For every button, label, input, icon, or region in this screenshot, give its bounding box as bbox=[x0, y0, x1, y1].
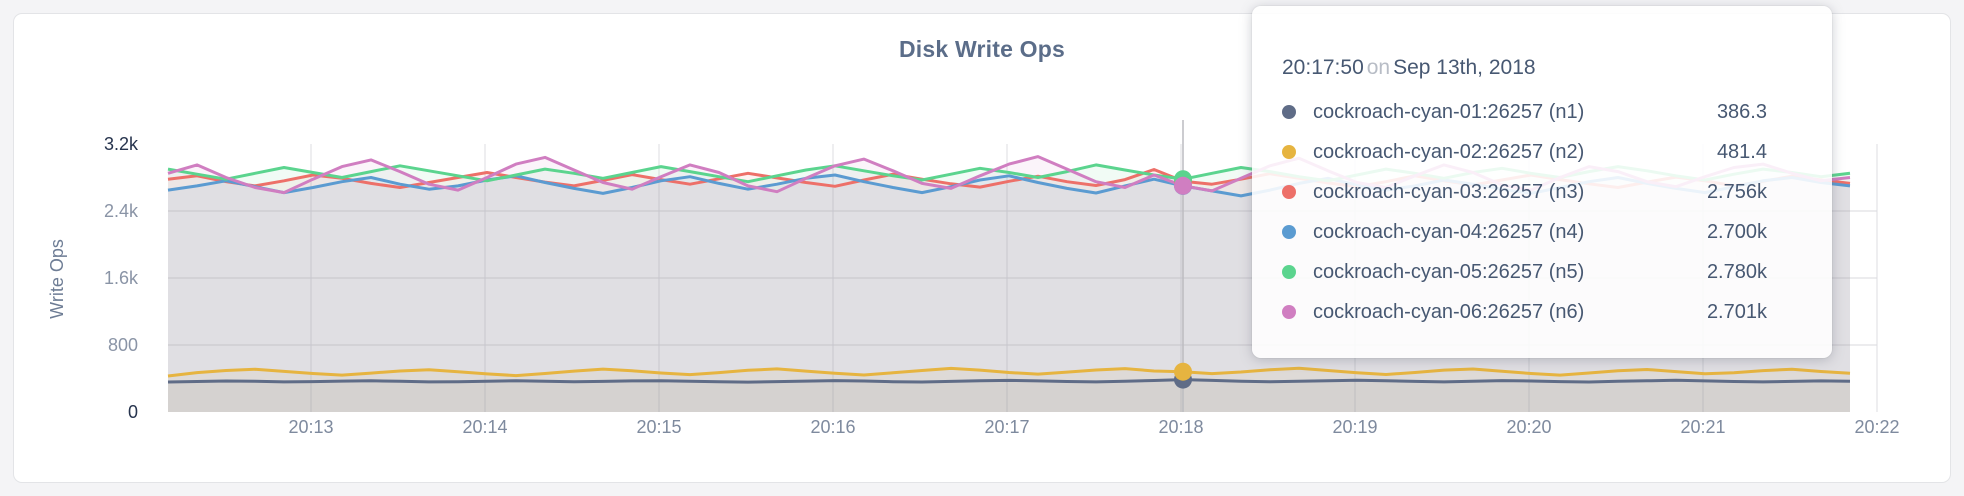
series-value: 2.780k bbox=[1706, 260, 1767, 283]
series-value: 481.4 bbox=[1716, 140, 1767, 163]
series-color-dot bbox=[1282, 185, 1296, 199]
hover-dot bbox=[1174, 176, 1192, 195]
tooltip-row: cockroach-cyan-02:26257 (n2) 481.4 bbox=[1282, 132, 1767, 172]
x-tick-label: 20:14 bbox=[462, 417, 508, 437]
x-tick-label: 20:15 bbox=[636, 417, 682, 437]
x-tick-label: 20:20 bbox=[1506, 417, 1552, 437]
x-tick-label: 20:18 bbox=[1158, 417, 1204, 437]
series-value: 2.700k bbox=[1706, 220, 1767, 243]
x-tick-label: 20:13 bbox=[288, 417, 334, 437]
x-tick-label: 20:19 bbox=[1332, 417, 1378, 437]
series-color-dot bbox=[1282, 105, 1296, 119]
tooltip-connector: on bbox=[1366, 56, 1391, 79]
series-value: 2.756k bbox=[1706, 180, 1767, 203]
x-tick-label: 20:21 bbox=[1680, 417, 1726, 437]
series-label: cockroach-cyan-04:26257 (n4) bbox=[1313, 220, 1585, 243]
tooltip-row: cockroach-cyan-05:26257 (n5) 2.780k bbox=[1282, 252, 1767, 292]
series-label: cockroach-cyan-03:26257 (n3) bbox=[1313, 180, 1585, 203]
series-label: cockroach-cyan-02:26257 (n2) bbox=[1313, 140, 1585, 163]
chart-title: Disk Write Ops bbox=[899, 36, 1065, 62]
chart-tooltip: 20:17:50 on Sep 13th, 2018 cockroach-cyan-… bbox=[1252, 6, 1832, 358]
x-tick-label: 20:16 bbox=[810, 417, 856, 437]
series-area bbox=[168, 379, 1850, 412]
tooltip-time: 20:17:50 bbox=[1282, 56, 1364, 79]
tooltip-row: cockroach-cyan-01:26257 (n1) 386.3 bbox=[1282, 92, 1767, 132]
x-tick-label: 20:22 bbox=[1854, 417, 1900, 437]
series-color-dot bbox=[1282, 265, 1296, 279]
y-tick-label: 3.2k bbox=[103, 134, 138, 154]
series-color-dot bbox=[1282, 305, 1296, 319]
y-tick-label: 2.4k bbox=[103, 201, 138, 221]
series-label: cockroach-cyan-05:26257 (n5) bbox=[1313, 260, 1585, 283]
hover-dot bbox=[1174, 362, 1192, 381]
series-value: 2.701k bbox=[1706, 300, 1767, 323]
x-tick-label: 20:17 bbox=[984, 417, 1030, 437]
y-tick-label: 0 bbox=[127, 402, 138, 422]
tooltip-rows: cockroach-cyan-01:26257 (n1) 386.3 cockroa… bbox=[1282, 92, 1767, 332]
series-line bbox=[167, 378, 1851, 384]
tooltip-date: Sep 13th, 2018 bbox=[1393, 56, 1536, 79]
series-line bbox=[167, 366, 1851, 378]
tooltip-row: cockroach-cyan-03:26257 (n3) 2.756k bbox=[1282, 172, 1767, 212]
y-tick-label: 1.6k bbox=[103, 268, 138, 288]
series-label: cockroach-cyan-01:26257 (n1) bbox=[1313, 100, 1585, 123]
y-tick-label: 800 bbox=[107, 335, 138, 355]
series-label: cockroach-cyan-06:26257 (n6) bbox=[1313, 300, 1585, 323]
series-area bbox=[168, 368, 1850, 412]
series-value: 386.3 bbox=[1716, 100, 1767, 123]
series-color-dot bbox=[1282, 145, 1296, 159]
tooltip-row: cockroach-cyan-04:26257 (n4) 2.700k bbox=[1282, 212, 1767, 252]
tooltip-header: 20:17:50 on Sep 13th, 2018 bbox=[1282, 54, 1767, 82]
series-color-dot bbox=[1282, 225, 1296, 239]
tooltip-row: cockroach-cyan-06:26257 (n6) 2.701k bbox=[1282, 292, 1767, 332]
